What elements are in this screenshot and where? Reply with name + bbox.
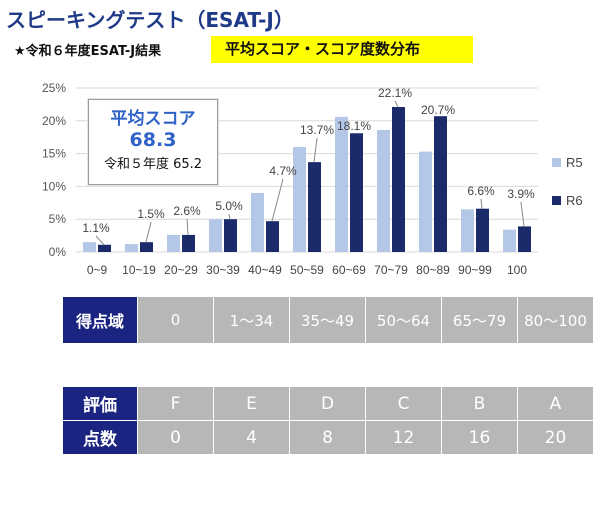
grade-cell: C [366, 387, 441, 420]
range-cell: 80～100 [518, 297, 593, 343]
bar-r6 [434, 116, 447, 252]
legend-label: R6 [566, 193, 583, 208]
legend-swatch-r6 [552, 196, 561, 205]
data-label: 6.6% [467, 184, 495, 198]
data-label: 3.9% [507, 187, 535, 201]
score-range-header: 得点域 [63, 297, 137, 343]
points-cell: 16 [442, 421, 517, 454]
grade-cell: F [138, 387, 213, 420]
range-cell: 50～64 [366, 297, 441, 343]
bar-r5 [167, 234, 180, 252]
y-tick-label: 10% [42, 179, 66, 193]
range-cell: 65～79 [442, 297, 517, 343]
x-tick-label: 50~59 [290, 263, 324, 277]
points-cell: 20 [518, 421, 593, 454]
y-tick-label: 0% [49, 245, 67, 259]
y-tick-label: 25% [42, 81, 66, 95]
bar-r6 [476, 208, 489, 252]
results-subtitle: ★令和６年度ESAT-J結果 [14, 44, 162, 59]
x-tick-label: 100 [507, 263, 527, 277]
bar-r6 [140, 242, 153, 252]
leader-line [480, 198, 483, 209]
grade-cell: D [290, 387, 365, 420]
average-score-value: 68.3 [129, 129, 177, 151]
grade-header: 評価 [63, 387, 137, 420]
highlight-banner: 平均スコア・スコア度数分布 [211, 36, 473, 63]
bar-r5 [125, 244, 138, 252]
data-label: 1.5% [137, 207, 165, 221]
grade-row: 評価 F E D C B A [63, 387, 593, 420]
points-header: 点数 [63, 421, 137, 454]
data-label: 4.7% [269, 164, 297, 178]
legend-swatch-r5 [552, 158, 561, 167]
score-distribution-chart: 0% 5% 10% 15% 20% 25% 0~9 10~19 20~29 30~39 40~49 5… [42, 81, 583, 277]
bar-r5 [419, 151, 432, 252]
x-tick-label: 70~79 [374, 263, 408, 277]
points-row: 点数 0 4 8 12 16 20 [63, 421, 593, 454]
points-cell: 0 [138, 421, 213, 454]
x-tick-label: 0~9 [87, 263, 108, 277]
bar-r5 [293, 147, 306, 252]
range-cell: 0 [138, 297, 213, 343]
data-label: 18.1% [337, 119, 371, 133]
data-label: 2.6% [173, 204, 201, 218]
leader-line [520, 201, 525, 227]
leader-line [186, 218, 189, 235]
leader-line [313, 137, 318, 163]
x-tick-label: 30~39 [206, 263, 240, 277]
leader-line [228, 213, 231, 220]
bar-r5 [377, 129, 390, 252]
evaluation-table: 評価 F E D C B A 点数 0 4 8 12 16 20 [62, 386, 594, 455]
data-label: 13.7% [300, 123, 334, 137]
bar-r5 [251, 192, 264, 252]
bar-r6 [266, 221, 279, 252]
grade-cell: B [442, 387, 517, 420]
leader-line [145, 221, 152, 243]
range-cell: 1～34 [214, 297, 289, 343]
leader-line [95, 235, 105, 246]
y-tick-label: 5% [49, 212, 67, 226]
x-tick-label: 40~49 [248, 263, 282, 277]
x-tick-label: 80~89 [416, 263, 450, 277]
grade-cell: E [214, 387, 289, 420]
score-range-row: 得点域 0 1～34 35～49 50～64 65～79 80～100 [63, 297, 593, 343]
average-score-box: 平均スコア 68.3 令和５年度 65.2 [88, 99, 218, 185]
data-label: 20.7% [421, 103, 455, 117]
x-tick-label: 20~29 [164, 263, 198, 277]
data-label: 22.1% [378, 86, 412, 100]
data-label: 1.1% [82, 221, 110, 235]
y-tick-label: 20% [42, 114, 66, 128]
bar-r5 [461, 209, 474, 252]
bar-r6 [518, 226, 531, 252]
page-title: スピーキングテスト（ESAT-J） [6, 8, 294, 32]
leader-line [394, 100, 399, 108]
bar-r6 [392, 107, 405, 252]
points-cell: 8 [290, 421, 365, 454]
bar-r6 [224, 219, 237, 252]
bar-r5 [503, 229, 516, 252]
bar-r6 [350, 133, 363, 252]
x-tick-label: 10~19 [122, 263, 156, 277]
y-tick-label: 15% [42, 147, 66, 161]
leader-line [271, 178, 284, 222]
bar-r5 [83, 242, 96, 252]
points-cell: 4 [214, 421, 289, 454]
previous-year-score: 令和５年度 65.2 [103, 157, 203, 172]
bar-r6 [308, 162, 321, 252]
grade-cell: A [518, 387, 593, 420]
bar-r5 [209, 219, 222, 252]
x-tick-label: 60~69 [332, 263, 366, 277]
bar-r5 [335, 116, 348, 252]
range-cell: 35～49 [290, 297, 365, 343]
bar-r6 [98, 244, 111, 252]
average-score-label: 平均スコア [110, 109, 196, 129]
data-label: 5.0% [215, 199, 243, 213]
legend-label: R5 [566, 155, 583, 170]
x-tick-label: 90~99 [458, 263, 492, 277]
points-cell: 12 [366, 421, 441, 454]
score-range-table: 得点域 0 1～34 35～49 50～64 65～79 80～100 [62, 296, 594, 344]
bar-r6 [182, 234, 195, 252]
